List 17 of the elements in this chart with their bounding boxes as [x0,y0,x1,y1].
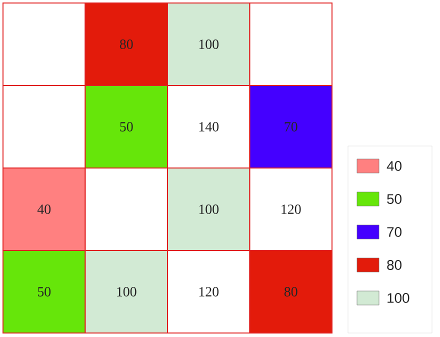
data-label: 70 [284,122,298,132]
data-label: 140 [199,122,219,132]
data-label: 100 [117,287,136,296]
data-label: 80 [120,40,133,49]
data-label: 100 [199,40,219,49]
data-label: 40 [37,204,51,214]
legend-label: 100 [388,293,410,303]
legend-label: 50 [387,194,402,204]
legend-label: 80 [387,260,402,270]
data-label: 120 [199,287,219,296]
data-label: 120 [282,204,301,214]
data-label: 100 [199,204,219,214]
legend-label: 40 [386,161,402,171]
legend-label: 70 [387,227,402,237]
data-label: 50 [120,122,133,132]
data-label: 80 [284,287,298,296]
data-label: 50 [38,287,51,296]
